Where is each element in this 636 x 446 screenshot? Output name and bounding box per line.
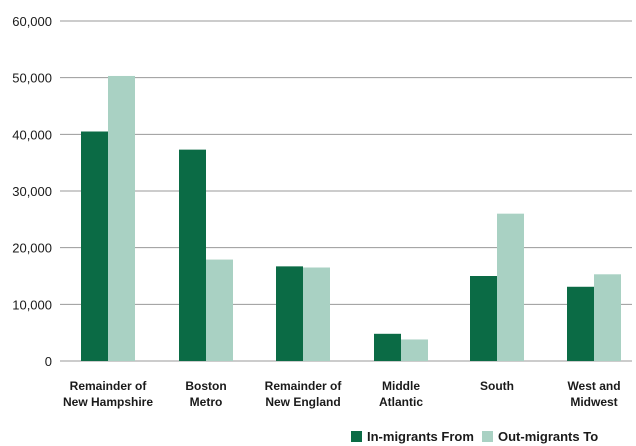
legend-label: Out-migrants To — [498, 429, 598, 444]
x-tick-label: Remainder of New England — [265, 379, 343, 409]
legend-swatch — [351, 431, 362, 442]
bar — [374, 333, 401, 361]
bar — [303, 267, 330, 361]
y-tick-label: 0 — [45, 354, 52, 369]
legend-label: In-migrants From — [367, 429, 474, 444]
x-tick-label: West and Midwest — [567, 379, 620, 409]
x-tick-label: Remainder of New Hampshire — [63, 379, 153, 409]
y-tick-label: 10,000 — [12, 297, 52, 312]
y-tick-label: 60,000 — [12, 14, 52, 29]
bar — [108, 75, 135, 361]
bar — [401, 339, 428, 361]
bar — [470, 276, 497, 361]
x-tick-label: South — [480, 379, 514, 393]
x-axis-labels: Remainder of New Hampshire Boston Metro Rema… — [63, 379, 621, 409]
y-tick-label: 40,000 — [12, 127, 52, 142]
bars — [81, 75, 621, 361]
bar — [206, 259, 233, 361]
legend: In-migrants From Out-migrants To — [351, 429, 598, 444]
y-axis-ticks: 0 10,000 20,000 30,000 40,000 50,000 60,000 — [12, 14, 52, 369]
bar — [497, 213, 524, 361]
bar — [594, 274, 621, 361]
bar — [81, 131, 108, 361]
y-tick-label: 20,000 — [12, 241, 52, 256]
x-tick-label: Middle Atlantic — [379, 379, 423, 409]
bar — [567, 286, 594, 361]
x-tick-label: Boston Metro — [185, 379, 226, 409]
y-tick-label: 50,000 — [12, 71, 52, 86]
legend-swatch — [482, 431, 493, 442]
y-tick-label: 30,000 — [12, 184, 52, 199]
bar — [179, 149, 206, 361]
gridlines — [60, 20, 632, 362]
bar — [276, 266, 303, 361]
